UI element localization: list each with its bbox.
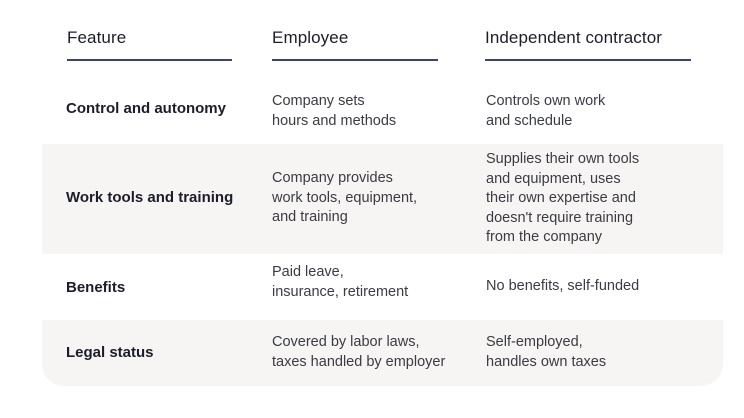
employee-cell: Paid leave, insurance, retirement	[272, 264, 409, 300]
table-row: Benefits Paid leave, insurance, retireme…	[42, 254, 723, 320]
employee-cell: Company provides work tools, equipment, …	[272, 170, 418, 225]
table-row: Legal status Covered by labor laws, taxe…	[42, 320, 723, 386]
contractor-cell: Self-employed, handles own taxes	[486, 334, 607, 370]
header-underline	[272, 59, 438, 61]
feature-label: Benefits	[66, 279, 126, 296]
table-row: Control and autonomy Company sets hours …	[42, 80, 723, 144]
employee-cell: Company sets hours and methods	[272, 93, 397, 129]
table-row: Work tools and training Company provides…	[42, 144, 723, 254]
feature-label: Legal status	[66, 344, 154, 361]
contractor-cell: Supplies their own tools and equipment, …	[486, 151, 640, 245]
feature-label: Control and autonomy	[66, 100, 226, 117]
header-feature: Feature	[67, 28, 127, 47]
header-underline	[485, 59, 691, 61]
header-underline	[67, 59, 232, 61]
employee-cell: Covered by labor laws, taxes handled by …	[272, 334, 446, 370]
contractor-cell: No benefits, self-funded	[486, 278, 640, 294]
header-employee: Employee	[272, 28, 349, 47]
feature-label: Work tools and training	[66, 189, 234, 206]
contractor-cell: Controls own work and schedule	[486, 93, 606, 129]
header-contractor: Independent contractor	[485, 28, 663, 47]
